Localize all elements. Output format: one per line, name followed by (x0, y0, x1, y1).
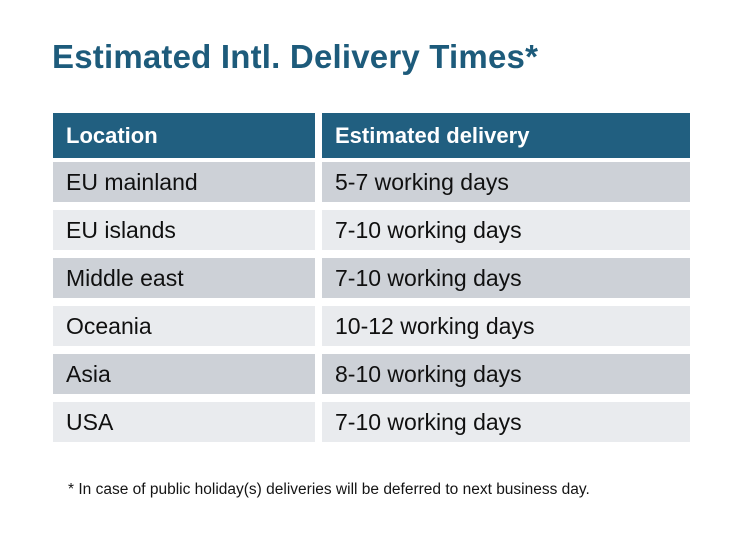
cell-delivery: 5-7 working days (322, 162, 690, 202)
table-row: Oceania 10-12 working days (53, 306, 690, 346)
delivery-times-table: Location Estimated delivery EU mainland … (53, 113, 690, 442)
table-row: USA 7-10 working days (53, 402, 690, 442)
cell-delivery: 7-10 working days (322, 402, 690, 442)
footnote: * In case of public holiday(s) deliverie… (68, 481, 590, 498)
cell-location: Middle east (53, 258, 315, 298)
cell-location: Asia (53, 354, 315, 394)
page-title: Estimated Intl. Delivery Times* (52, 38, 539, 75)
table-header-row: Location Estimated delivery (53, 113, 690, 158)
cell-delivery: 8-10 working days (322, 354, 690, 394)
table-body: EU mainland 5-7 working days EU islands … (53, 162, 690, 442)
cell-delivery: 7-10 working days (322, 210, 690, 250)
table-row: EU mainland 5-7 working days (53, 162, 690, 202)
cell-delivery: 7-10 working days (322, 258, 690, 298)
table-row: EU islands 7-10 working days (53, 210, 690, 250)
cell-location: USA (53, 402, 315, 442)
table-row: Middle east 7-10 working days (53, 258, 690, 298)
cell-location: EU islands (53, 210, 315, 250)
header-cell-estimated-delivery: Estimated delivery (322, 113, 690, 158)
cell-location: Oceania (53, 306, 315, 346)
table-row: Asia 8-10 working days (53, 354, 690, 394)
header-cell-location: Location (53, 113, 315, 158)
cell-location: EU mainland (53, 162, 315, 202)
cell-delivery: 10-12 working days (322, 306, 690, 346)
